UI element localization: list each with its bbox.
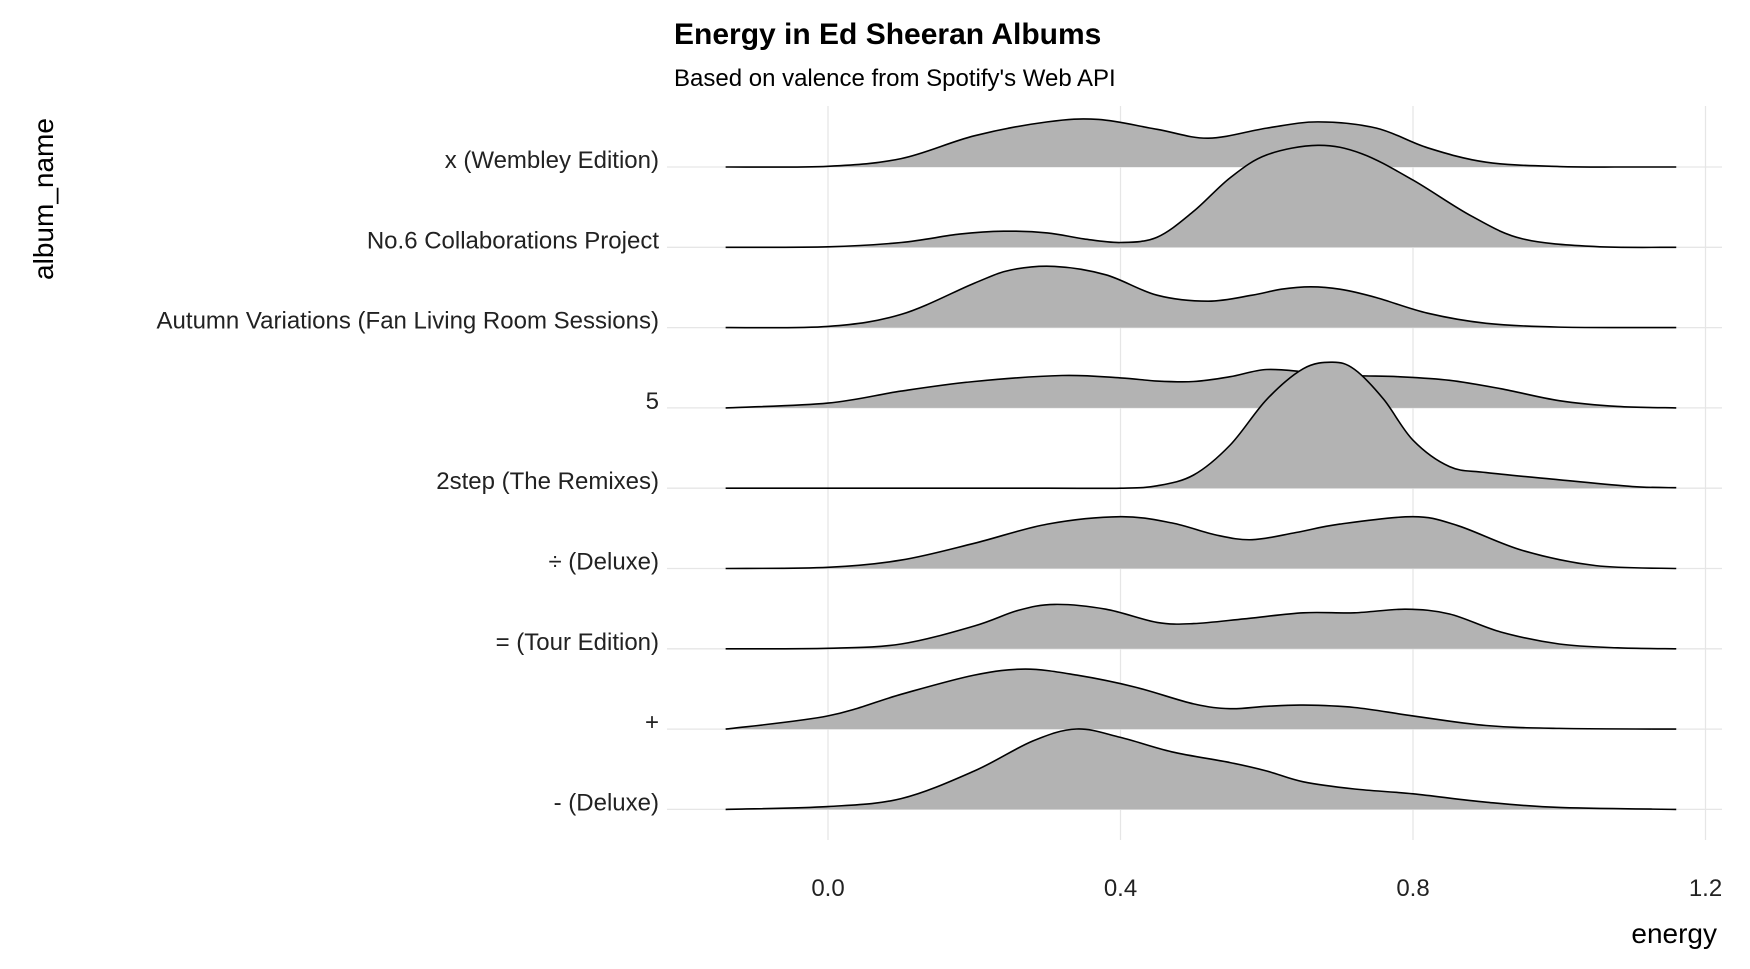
x-axis-title: energy (1631, 918, 1717, 949)
y-tick-label: Autumn Variations (Fan Living Room Sessi… (157, 308, 659, 335)
ridge-line (725, 515, 1677, 570)
ridge-area (725, 669, 1677, 730)
chart-title: Energy in Ed Sheeran Albums (674, 18, 1101, 51)
x-tick-label: 1.2 (1689, 875, 1722, 902)
ridge-line (725, 144, 1677, 249)
ridge-line (725, 668, 1677, 730)
ridge-area (725, 728, 1677, 810)
y-axis-title: album_name (28, 118, 59, 280)
y-tick-label: x (Wembley Edition) (445, 147, 659, 174)
ridge-area (725, 604, 1677, 649)
label-layer: Energy in Ed Sheeran Albums Based on val… (28, 18, 1722, 949)
y-tick-label: 2step (The Remixes) (436, 468, 659, 495)
ridge-line (725, 361, 1677, 490)
ridge-area (725, 266, 1677, 328)
y-tick-label: = (Tour Edition) (496, 629, 659, 656)
ridge-line (725, 265, 1677, 329)
ridge-area (725, 118, 1677, 168)
ridge-layer (725, 118, 1677, 811)
ridge-line (725, 118, 1677, 168)
ridge-area (725, 369, 1677, 408)
ridge-line (725, 603, 1677, 650)
ridge-area (725, 145, 1677, 248)
x-tick-label: 0.8 (1396, 875, 1429, 902)
chart-subtitle: Based on valence from Spotify's Web API (674, 65, 1116, 92)
y-tick-label: + (645, 709, 659, 736)
ridge-line (725, 368, 1677, 409)
y-tick-label: 5 (646, 388, 659, 415)
y-tick-label: No.6 Collaborations Project (367, 227, 659, 254)
x-tick-label: 0.0 (811, 875, 844, 902)
y-tick-label: - (Deluxe) (554, 789, 659, 816)
x-tick-label: 0.4 (1104, 875, 1137, 902)
ridge-line (725, 728, 1677, 811)
y-tick-label: ÷ (Deluxe) (548, 549, 659, 576)
ridge-area (725, 516, 1677, 569)
